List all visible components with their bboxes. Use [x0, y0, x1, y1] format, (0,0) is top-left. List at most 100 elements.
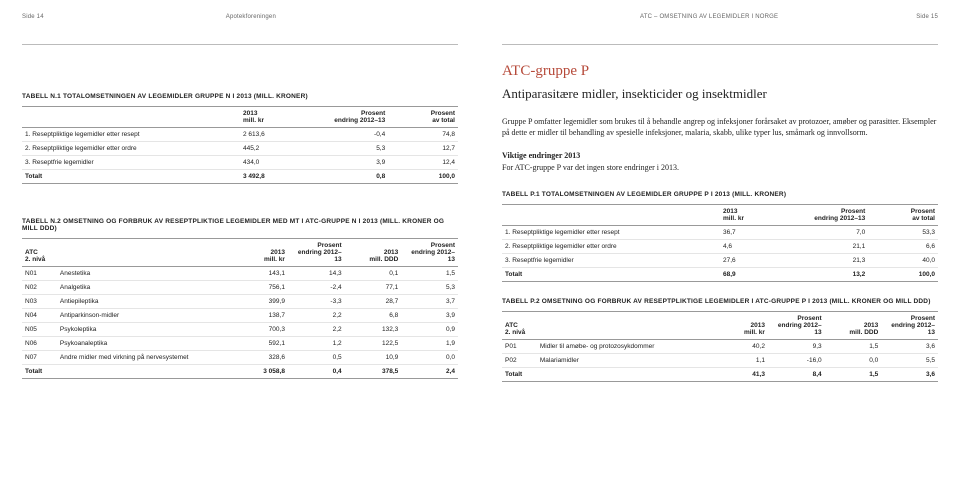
table-row: N05Psykoleptika700,32,2132,30,9	[22, 323, 458, 337]
column-header: Prosentav total	[868, 205, 938, 226]
table-cell: 2,2	[288, 309, 345, 323]
table-n2-title: TABELL N.2 OMSETNING OG FORBRUK AV RESEP…	[22, 218, 458, 232]
table-row: 3. Reseptfrie legemidler434,03,912,4	[22, 156, 458, 170]
table-cell: 0,8	[310, 170, 388, 184]
table-cell: 21,1	[790, 240, 868, 254]
table-p1-title: TABELL P.1 TOTALOMSETNINGEN AV LEGEMIDLE…	[502, 191, 938, 198]
table-p2-title: TABELL P.2 OMSETNING OG FORBRUK AV RESEP…	[502, 298, 938, 305]
table-cell: 122,5	[345, 337, 402, 351]
table-cell: N05	[22, 323, 57, 337]
table-cell: Psykoleptika	[57, 323, 231, 337]
table-cell: -3,3	[288, 295, 345, 309]
table-cell: 328,6	[231, 351, 288, 365]
column-header: Prosentendring 2012–13	[768, 312, 825, 340]
column-header: 2013mill. kr	[240, 107, 310, 128]
table-cell: 0,0	[825, 354, 882, 368]
table-row: N02Analgetika756,1-2,477,15,3	[22, 281, 458, 295]
table-cell: 100,0	[868, 268, 938, 282]
table-row: N07Andre midler med virkning på nervesys…	[22, 351, 458, 365]
table-cell: 3,6	[881, 340, 938, 354]
table-cell: 3. Reseptfrie legemidler	[502, 254, 720, 268]
table-total-row: Totalt 3 058,80,4378,52,4	[22, 365, 458, 379]
column-header	[502, 205, 720, 226]
table-cell: 1,5	[401, 267, 458, 281]
page-number-right: Side 15	[916, 14, 938, 20]
spread: Side 14 Apotekforeningen TABELL N.1 TOTA…	[0, 0, 960, 501]
table-cell: N03	[22, 295, 57, 309]
table-total-row: Totalt3 492,80,8100,0	[22, 170, 458, 184]
table-row: 2. Reseptpliktige legemidler etter ordre…	[502, 240, 938, 254]
column-header	[57, 239, 231, 267]
column-header: 2013mill. DDD	[825, 312, 882, 340]
table-cell: 1. Reseptpliktige legemidler etter resep…	[502, 226, 720, 240]
table-cell: 132,3	[345, 323, 402, 337]
table-cell: 3 492,8	[240, 170, 310, 184]
page-left: Side 14 Apotekforeningen TABELL N.1 TOTA…	[0, 0, 480, 501]
section-title: ATC-gruppe P	[502, 63, 938, 80]
table-n1: 2013mill. krProsentendring 2012–13Prosen…	[22, 106, 458, 184]
table-cell: 1,5	[825, 368, 882, 382]
section-paragraph: Gruppe P omfatter legemidler som brukes …	[502, 116, 938, 139]
header-rule	[502, 44, 938, 45]
table-cell	[537, 368, 711, 382]
table-row: P02Malariamidler1,1-16,00,05,5	[502, 354, 938, 368]
table-n1-title: TABELL N.1 TOTALOMSETNINGEN AV LEGEMIDLE…	[22, 93, 458, 100]
table-cell: 5,3	[310, 142, 388, 156]
table-cell: Totalt	[502, 268, 720, 282]
page-header-left: Side 14 Apotekforeningen	[22, 14, 458, 24]
table-row: N03Antiepileptika399,9-3,328,73,7	[22, 295, 458, 309]
table-cell: 0,4	[288, 365, 345, 379]
table-row: N06Psykoanaleptika592,11,2122,51,9	[22, 337, 458, 351]
table-cell: 2,2	[288, 323, 345, 337]
table-cell: 8,4	[768, 368, 825, 382]
table-cell: 1,1	[711, 354, 768, 368]
changes-body: For ATC-gruppe P var det ingen store end…	[502, 162, 938, 174]
table-cell: Totalt	[22, 365, 57, 379]
column-header: ATC2. nivå	[22, 239, 57, 267]
table-cell: 3 058,8	[231, 365, 288, 379]
table-cell: 2. Reseptpliktige legemidler etter ordre	[22, 142, 240, 156]
table-cell: 10,9	[345, 351, 402, 365]
table-cell: 700,3	[231, 323, 288, 337]
table-cell: Analgetika	[57, 281, 231, 295]
column-header	[22, 107, 240, 128]
column-header: Prosentav total	[388, 107, 458, 128]
table-cell: Totalt	[502, 368, 537, 382]
table-row: 3. Reseptfrie legemidler27,621,340,0	[502, 254, 938, 268]
table-cell: 756,1	[231, 281, 288, 295]
section-subtitle: Antiparasitære midler, insekticider og i…	[502, 86, 938, 102]
table-cell: 40,2	[711, 340, 768, 354]
table-cell: 445,2	[240, 142, 310, 156]
table-cell: 13,2	[790, 268, 868, 282]
header-center-right: ATC – OMSETNING AV LEGEMIDLER I NORGE	[640, 14, 778, 20]
table-cell: 2,4	[401, 365, 458, 379]
table-cell: 28,7	[345, 295, 402, 309]
table-cell	[57, 365, 231, 379]
table-cell: N01	[22, 267, 57, 281]
table-total-row: Totalt68,913,2100,0	[502, 268, 938, 282]
table-cell: 36,7	[720, 226, 790, 240]
table-row: 2. Reseptpliktige legemidler etter ordre…	[22, 142, 458, 156]
table-cell: 143,1	[231, 267, 288, 281]
table-cell: N07	[22, 351, 57, 365]
table-row: N04Antiparkinson-midler138,72,26,83,9	[22, 309, 458, 323]
table-cell: 0,0	[401, 351, 458, 365]
table-cell: N06	[22, 337, 57, 351]
table-cell: Antiepileptika	[57, 295, 231, 309]
table-cell: 1,5	[825, 340, 882, 354]
column-header: Prosentendring 2012–13	[310, 107, 388, 128]
table-cell: 100,0	[388, 170, 458, 184]
column-header	[537, 312, 711, 340]
column-header: ATC2. nivå	[502, 312, 537, 340]
table-cell: N02	[22, 281, 57, 295]
table-cell: 138,7	[231, 309, 288, 323]
column-header: 2013mill. kr	[711, 312, 768, 340]
table-cell: 68,9	[720, 268, 790, 282]
table-cell: 3,9	[310, 156, 388, 170]
page-right: ATC – OMSETNING AV LEGEMIDLER I NORGE Si…	[480, 0, 960, 501]
table-cell: 378,5	[345, 365, 402, 379]
table-cell: 12,4	[388, 156, 458, 170]
header-rule	[22, 44, 458, 45]
table-cell: 53,3	[868, 226, 938, 240]
table-cell: 2 613,6	[240, 128, 310, 142]
